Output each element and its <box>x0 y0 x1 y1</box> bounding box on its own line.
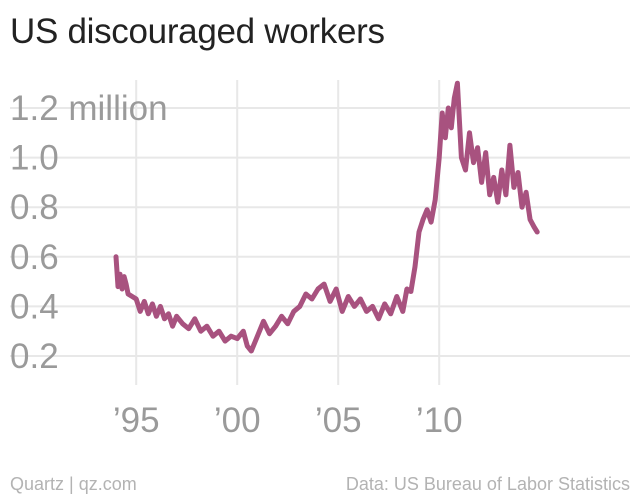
line-chart: 1.2 million 1.0 0.8 0.6 0.4 0.2 ’95 ’00 ’05 ’10 <box>10 80 630 440</box>
x-tick-label: ’00 <box>214 401 261 440</box>
y-tick-label: 0.8 <box>10 188 59 227</box>
y-tick-label: 0.6 <box>10 238 59 277</box>
y-tick-label: 0.2 <box>10 337 59 376</box>
source-credit: Quartz | qz.com <box>10 474 137 494</box>
y-tick-label: 1.2 million <box>10 89 168 128</box>
y-tick-label: 1.0 <box>10 139 59 178</box>
series-line-0 <box>113 80 540 354</box>
x-tick-label: ’10 <box>416 401 463 440</box>
chart-title: US discouraged workers <box>10 12 385 51</box>
data-source: Data: US Bureau of Labor Statistics <box>345 474 630 494</box>
x-tick-label: ’05 <box>315 401 362 440</box>
x-axis-ticks: ’95 ’00 ’05 ’10 <box>113 401 463 440</box>
y-tick-label: 0.4 <box>10 287 59 326</box>
x-tick-label: ’95 <box>113 401 160 440</box>
grid-lines <box>10 80 630 385</box>
series-layer <box>113 80 540 354</box>
y-axis-ticks: 1.2 million 1.0 0.8 0.6 0.4 0.2 <box>10 89 168 376</box>
